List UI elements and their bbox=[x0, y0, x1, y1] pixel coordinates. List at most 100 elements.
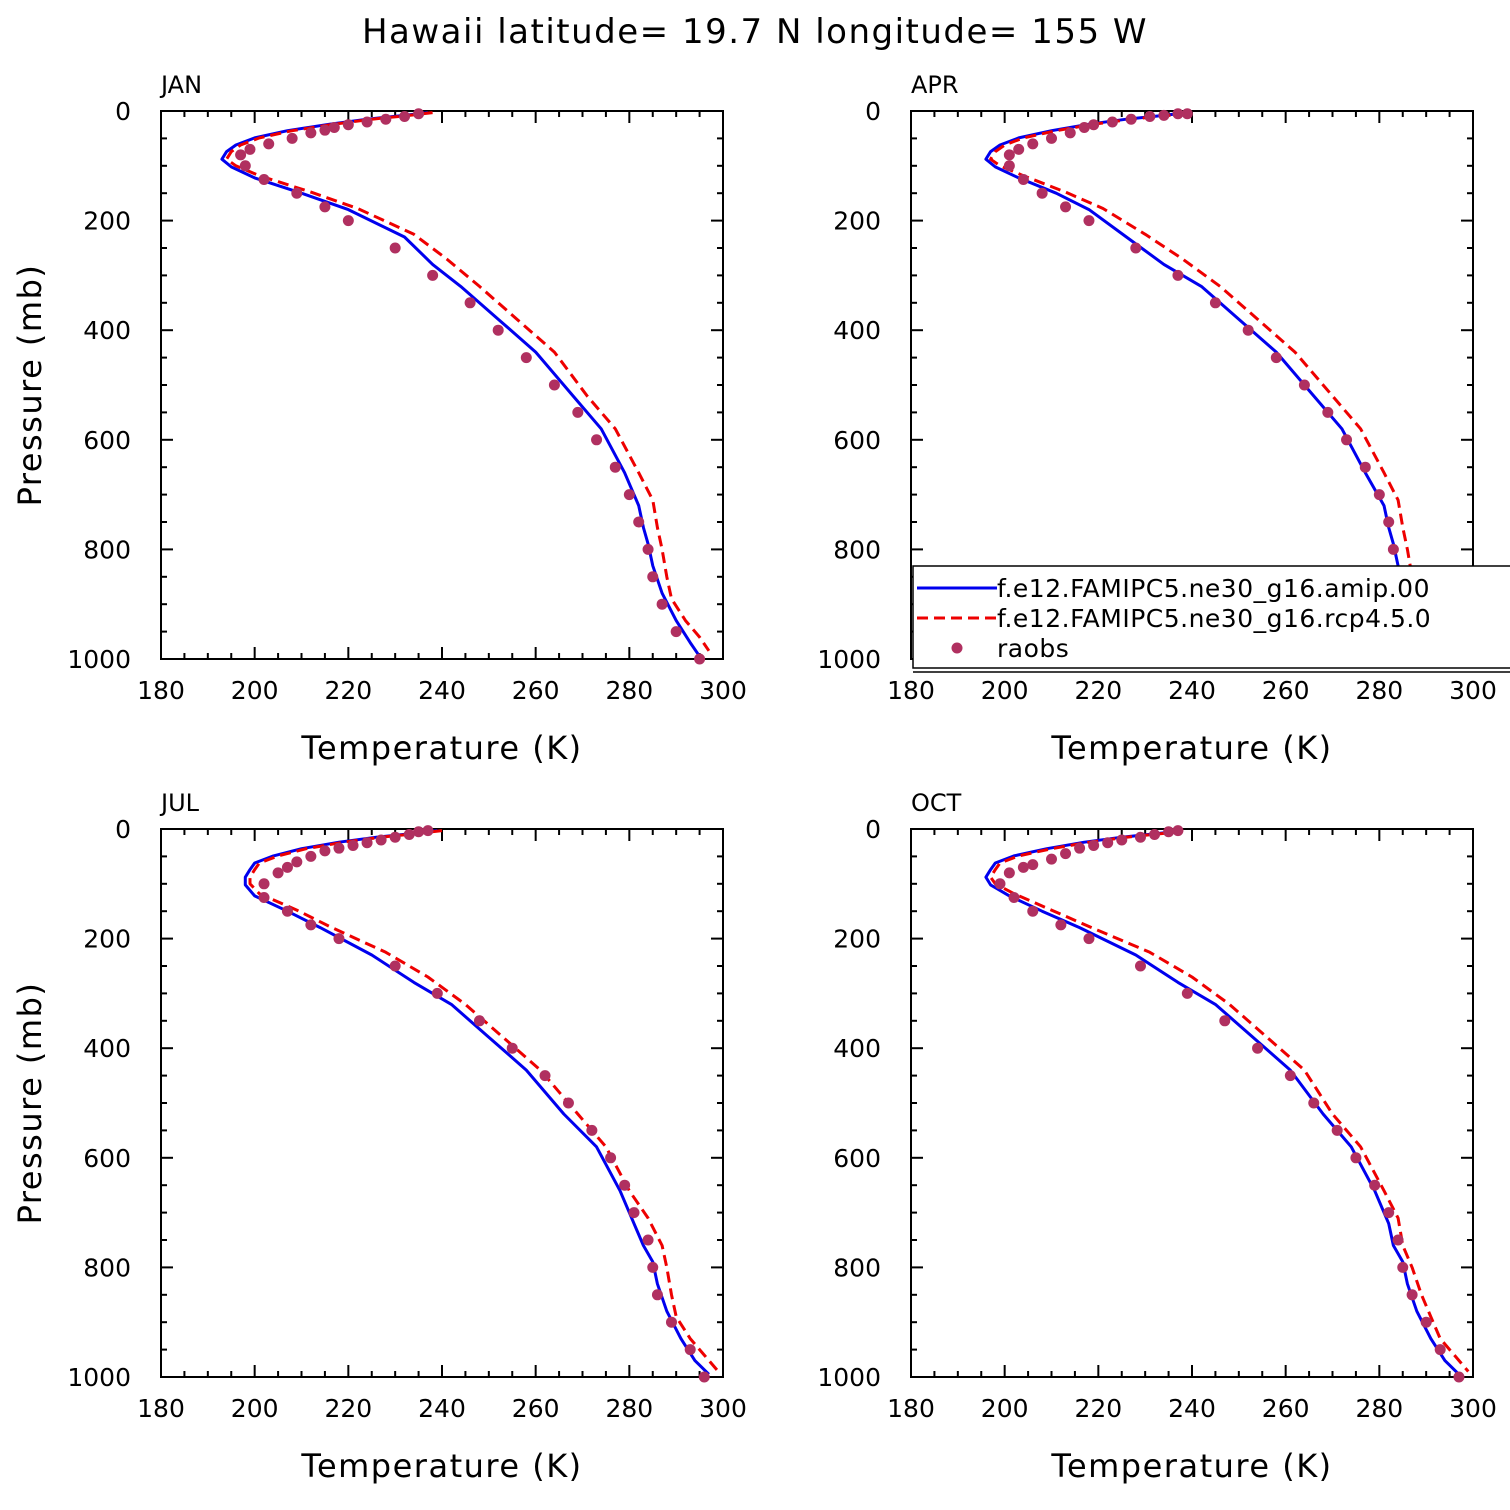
raobs-point bbox=[342, 215, 354, 227]
raobs-point bbox=[239, 160, 251, 172]
raobs-point bbox=[1003, 149, 1015, 161]
x-tick-label: 260 bbox=[1262, 1394, 1310, 1423]
raobs-point bbox=[1420, 1316, 1432, 1328]
raobs-point bbox=[342, 119, 354, 131]
raobs-point bbox=[305, 919, 317, 931]
legend-entry-rcp45-label: f.e12.FAMIPC5.ne30_g16.rcp4.5.0 bbox=[997, 604, 1431, 633]
x-tick-label: 300 bbox=[1449, 1394, 1497, 1423]
raobs-point bbox=[258, 892, 270, 903]
x-tick-label: 220 bbox=[324, 676, 372, 705]
raobs-point bbox=[1036, 187, 1048, 199]
y-tick-label: 200 bbox=[83, 207, 131, 236]
series-rcp45-line bbox=[989, 829, 1470, 1373]
raobs-point bbox=[291, 856, 303, 868]
x-tick-label: 300 bbox=[699, 1394, 747, 1423]
legend-box bbox=[912, 565, 1510, 669]
raobs-point bbox=[244, 143, 256, 155]
raobs-point bbox=[586, 1124, 598, 1136]
raobs-point bbox=[1060, 201, 1072, 213]
raobs-point bbox=[1074, 842, 1086, 854]
raobs-point bbox=[413, 826, 425, 838]
raobs-point bbox=[1219, 1015, 1231, 1027]
raobs-point bbox=[1083, 215, 1095, 227]
raobs-point bbox=[694, 653, 706, 665]
y-tick-label: 400 bbox=[833, 316, 881, 345]
y-tick-label: 600 bbox=[83, 426, 131, 455]
panel-label: JAN bbox=[159, 71, 202, 99]
raobs-point bbox=[291, 187, 303, 199]
plot-frame bbox=[910, 828, 1474, 1378]
raobs-point bbox=[403, 828, 415, 840]
figure-title: Hawaii latitude= 19.7 N longitude= 155 W bbox=[361, 12, 1149, 52]
x-tick-label: 220 bbox=[324, 1394, 372, 1423]
raobs-point bbox=[1252, 1042, 1264, 1054]
legend-marker-raobs bbox=[951, 642, 963, 654]
x-axis-label: Temperature (K) bbox=[1050, 729, 1332, 767]
raobs-point bbox=[656, 598, 668, 610]
raobs-point bbox=[389, 242, 401, 254]
series-rcp45-line bbox=[989, 111, 1461, 652]
x-tick-label: 260 bbox=[512, 1394, 560, 1423]
x-axis-label: Temperature (K) bbox=[300, 729, 582, 767]
raobs-point bbox=[684, 1344, 696, 1356]
raobs-point bbox=[258, 878, 270, 890]
y-tick-label: 0 bbox=[115, 97, 131, 126]
raobs-point bbox=[389, 831, 401, 843]
raobs-point bbox=[272, 867, 284, 879]
raobs-point bbox=[1209, 297, 1221, 309]
raobs-point bbox=[347, 839, 359, 851]
raobs-point bbox=[305, 850, 317, 862]
panel-label: OCT bbox=[911, 789, 962, 817]
y-tick-label: 400 bbox=[833, 1034, 881, 1063]
raobs-point bbox=[1387, 543, 1399, 555]
x-tick-label: 180 bbox=[137, 676, 185, 705]
raobs-point bbox=[380, 113, 392, 125]
raobs-point bbox=[1046, 853, 1057, 865]
x-axis-label: Temperature (K) bbox=[300, 1447, 582, 1485]
raobs-point bbox=[319, 201, 331, 213]
raobs-point bbox=[651, 1289, 663, 1301]
raobs-point bbox=[1373, 489, 1385, 501]
raobs-point bbox=[431, 987, 443, 999]
legend-entry-raobs-label: raobs bbox=[997, 634, 1069, 663]
raobs-point bbox=[1284, 1070, 1296, 1082]
raobs-point bbox=[1359, 461, 1371, 473]
raobs-point bbox=[1149, 828, 1161, 840]
raobs-point bbox=[333, 933, 345, 945]
raobs-point bbox=[1406, 1289, 1418, 1301]
y-tick-label: 0 bbox=[865, 815, 881, 844]
raobs-point bbox=[492, 324, 504, 336]
panel-label: JUL bbox=[159, 789, 200, 817]
y-tick-label: 200 bbox=[833, 925, 881, 954]
raobs-point bbox=[520, 352, 532, 364]
raobs-point bbox=[633, 516, 645, 528]
x-tick-label: 260 bbox=[512, 676, 560, 705]
y-tick-label: 1000 bbox=[817, 645, 881, 674]
raobs-point bbox=[263, 138, 275, 150]
raobs-point bbox=[333, 842, 345, 854]
raobs-point bbox=[1397, 1261, 1409, 1273]
raobs-point bbox=[1046, 132, 1057, 144]
raobs-point bbox=[375, 834, 387, 846]
y-tick-label: 0 bbox=[115, 815, 131, 844]
raobs-point bbox=[399, 110, 411, 122]
x-tick-label: 220 bbox=[1074, 676, 1122, 705]
y-tick-label: 200 bbox=[83, 925, 131, 954]
panel-label: APR bbox=[911, 71, 959, 99]
raobs-point bbox=[1383, 1207, 1395, 1219]
series-amip-line bbox=[243, 829, 710, 1376]
x-tick-label: 180 bbox=[887, 676, 935, 705]
y-tick-label: 800 bbox=[83, 1253, 131, 1282]
raobs-point bbox=[422, 825, 434, 837]
x-tick-label: 300 bbox=[1449, 676, 1497, 705]
y-tick-label: 1000 bbox=[67, 1363, 131, 1392]
raobs-point bbox=[281, 861, 293, 873]
raobs-point bbox=[665, 1316, 677, 1328]
raobs-point bbox=[1078, 121, 1090, 133]
raobs-point bbox=[1130, 242, 1142, 254]
raobs-point bbox=[1453, 1371, 1465, 1383]
raobs-point bbox=[670, 626, 682, 638]
raobs-point bbox=[548, 379, 560, 391]
raobs-point bbox=[361, 116, 373, 128]
